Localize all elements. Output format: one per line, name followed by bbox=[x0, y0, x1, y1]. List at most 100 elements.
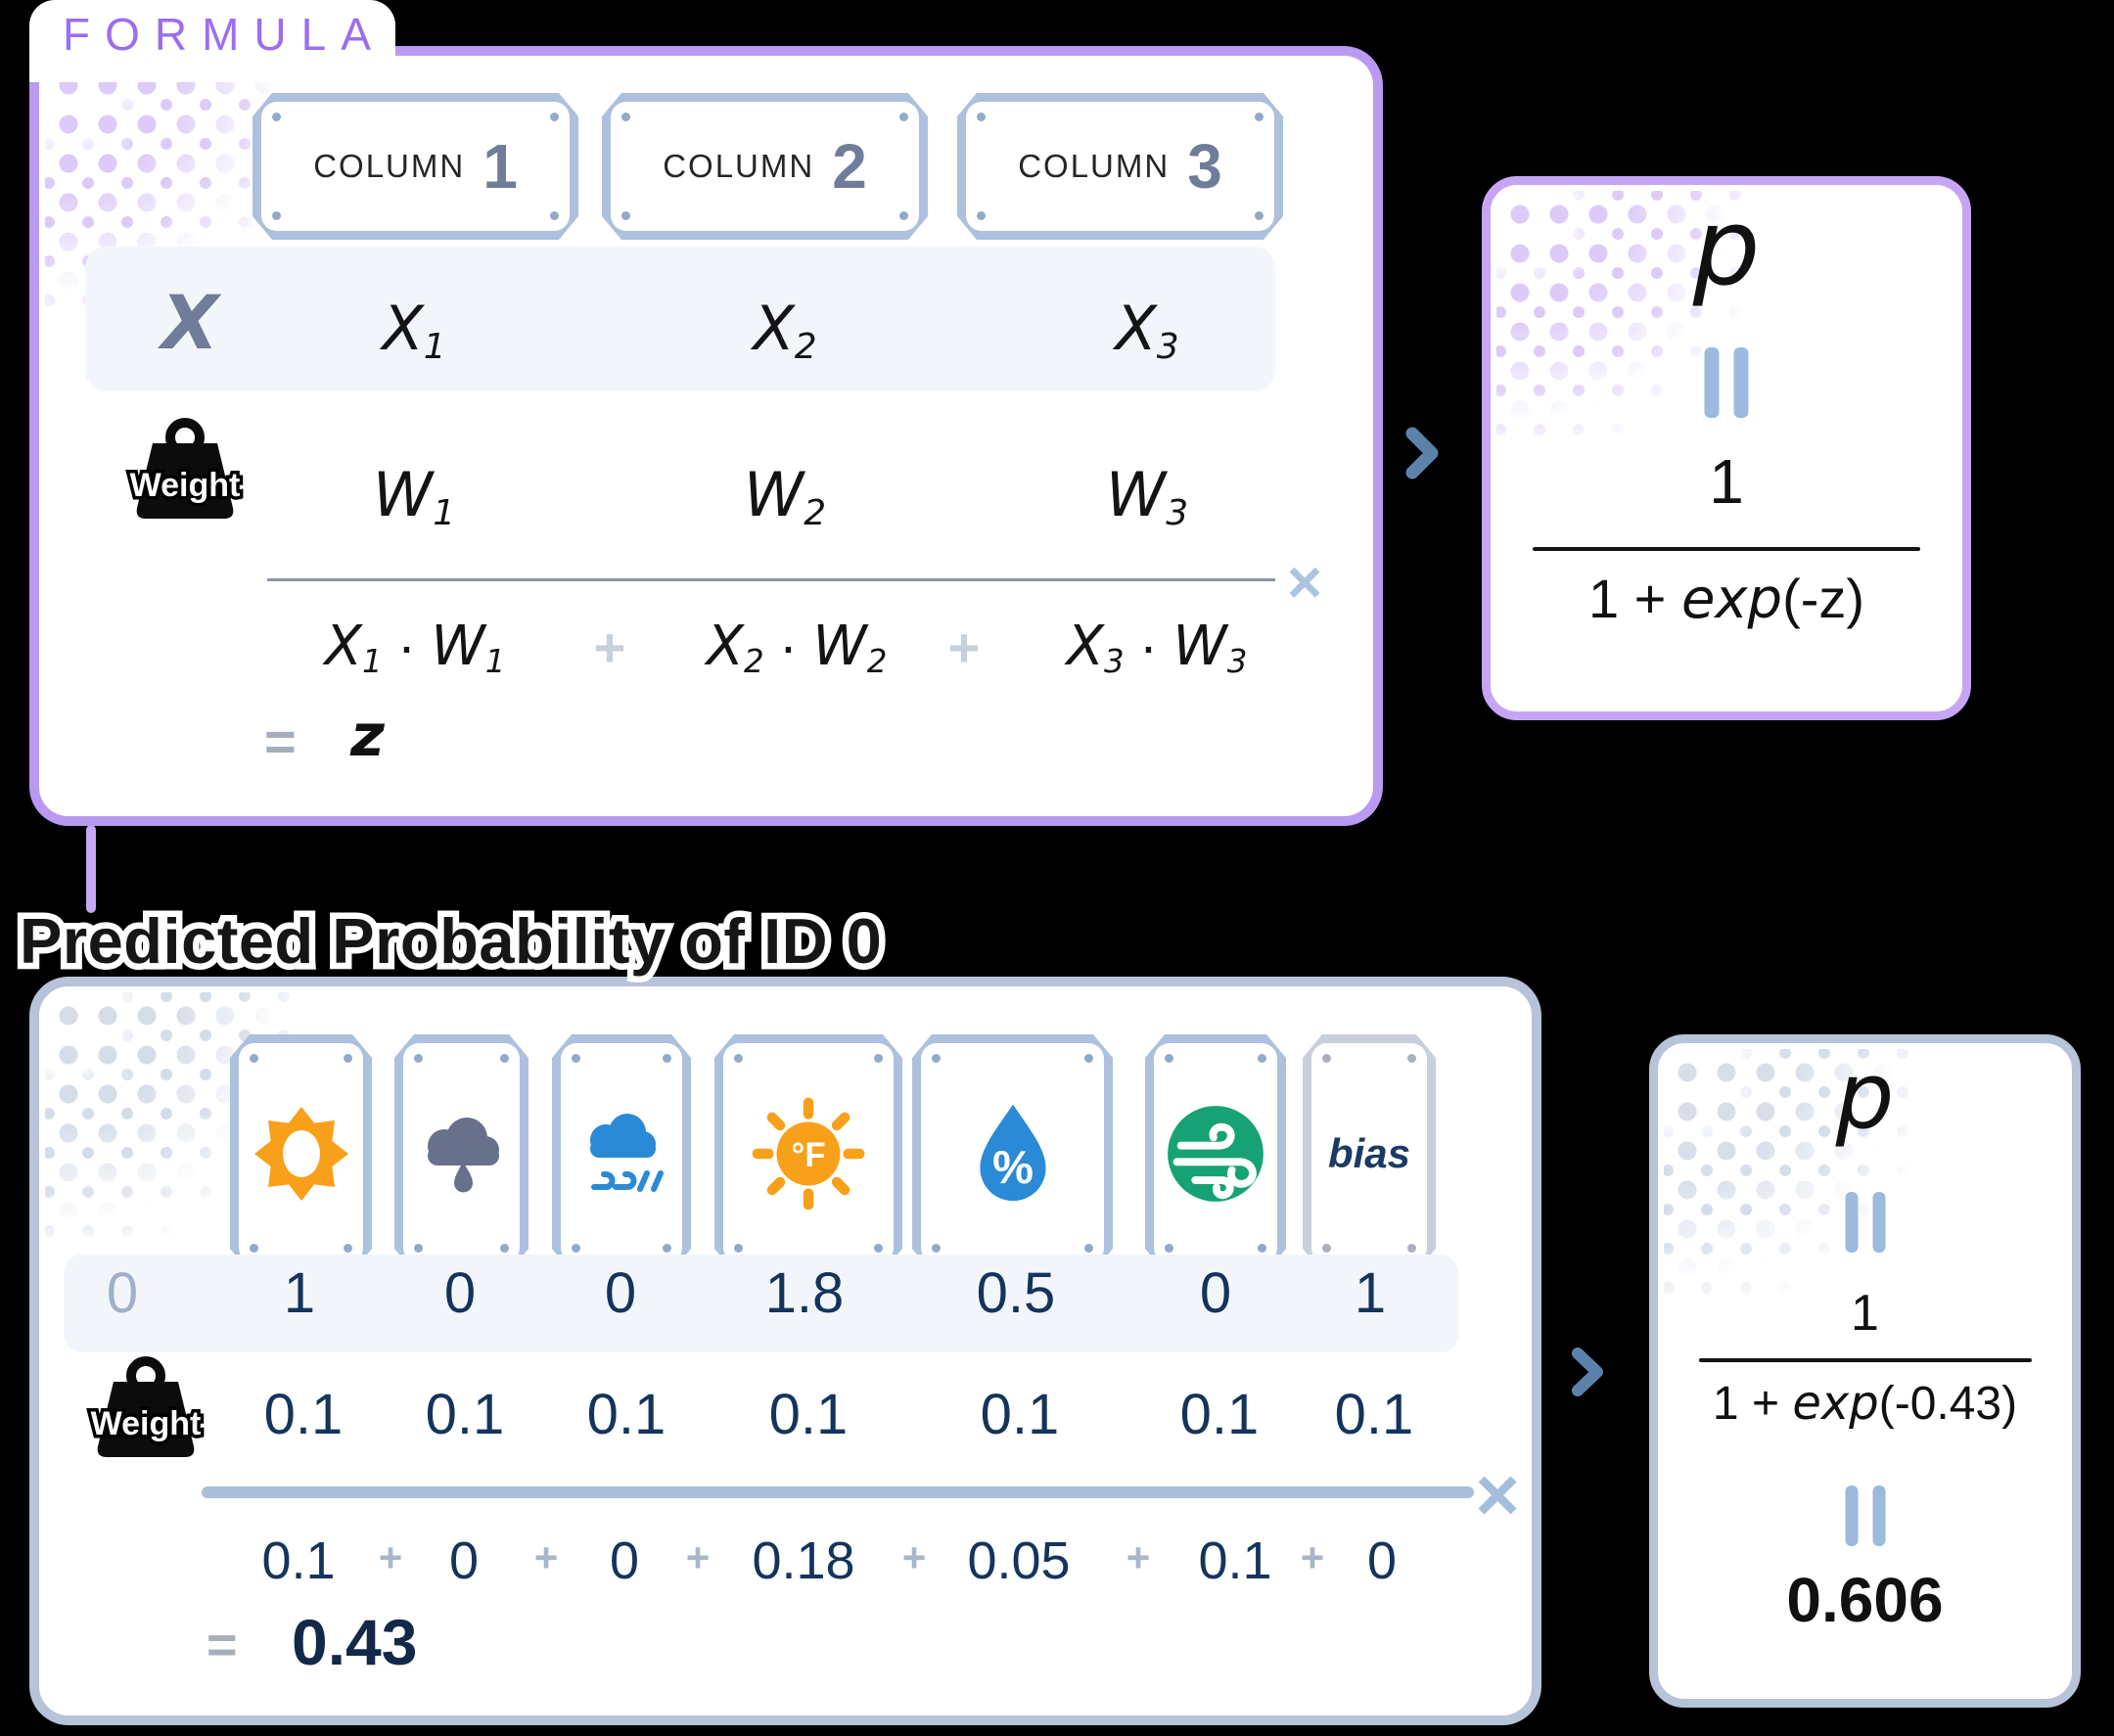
screw-icon bbox=[977, 113, 986, 121]
sum-term: 0.05 bbox=[967, 1531, 1071, 1590]
screw-icon bbox=[572, 1054, 580, 1063]
z-value: 0.43 bbox=[292, 1606, 418, 1678]
column-2-plate-face: COLUMN 2 bbox=[611, 102, 919, 231]
probability-value: 0.606 bbox=[1786, 1565, 1944, 1635]
chevron-right-icon bbox=[1405, 427, 1439, 480]
humidity-plate-face: % bbox=[921, 1043, 1104, 1263]
multiply-icon: × bbox=[1286, 549, 1323, 617]
humidity-icon: % bbox=[958, 1099, 1068, 1209]
screw-icon bbox=[734, 1054, 743, 1063]
plus-icon: + bbox=[1126, 1534, 1151, 1580]
temperature-icon: °F bbox=[752, 1097, 865, 1211]
w3-cell: W3 bbox=[1105, 459, 1189, 533]
example-panel: °F % bbox=[29, 977, 1541, 1725]
column-1-number: 1 bbox=[483, 131, 518, 202]
screw-icon bbox=[572, 1244, 580, 1253]
column-2-label: COLUMN bbox=[663, 148, 815, 184]
x1-cell: X1 bbox=[382, 293, 446, 367]
plus-icon: + bbox=[1300, 1534, 1325, 1580]
example-title: Predicted Probability of ID 0 bbox=[13, 899, 888, 983]
plus-icon: + bbox=[947, 617, 981, 678]
humidity-plate: % bbox=[912, 1034, 1113, 1272]
screw-icon bbox=[344, 1054, 352, 1063]
sun-plate bbox=[230, 1034, 372, 1272]
fraction-denominator: 1 + exp(-z) bbox=[1587, 568, 1865, 631]
column-3-label: COLUMN bbox=[1018, 148, 1171, 184]
w2-cell: W2 bbox=[743, 459, 827, 533]
screw-icon bbox=[1258, 1054, 1266, 1063]
windy-rain-icon bbox=[573, 1105, 670, 1203]
product-term-3: X3 · W3 bbox=[1066, 615, 1248, 681]
sun-icon bbox=[253, 1105, 350, 1203]
fraction-bar bbox=[1533, 547, 1920, 551]
value-cell: 0 bbox=[443, 1261, 477, 1325]
screw-icon bbox=[663, 1054, 671, 1063]
column-2-number: 2 bbox=[832, 131, 867, 202]
plus-icon: + bbox=[685, 1534, 711, 1580]
formula-tag-label: FORMULA bbox=[63, 9, 386, 60]
value-cell: 0.5 bbox=[976, 1261, 1056, 1325]
bias-label: bias bbox=[1327, 1129, 1411, 1176]
connector-line bbox=[86, 825, 96, 913]
screw-icon bbox=[874, 1054, 883, 1063]
value-cell: 0 bbox=[1199, 1261, 1232, 1325]
screw-icon bbox=[1407, 1054, 1416, 1063]
screw-icon bbox=[414, 1244, 423, 1253]
weight-cell: 0.1 bbox=[1334, 1383, 1414, 1446]
screw-icon bbox=[1322, 1244, 1331, 1253]
svg-text:%: % bbox=[992, 1141, 1034, 1193]
fraction-denominator: 1 + exp(-0.43) bbox=[1712, 1376, 2018, 1431]
screw-icon bbox=[663, 1244, 671, 1253]
multiply-icon: × bbox=[1475, 1451, 1520, 1537]
formula-result-box: p 1 1 + exp(-z) bbox=[1482, 176, 1971, 720]
sum-term: 0 bbox=[448, 1531, 480, 1590]
svg-text:Weight: Weight bbox=[130, 467, 241, 504]
screw-icon bbox=[621, 113, 630, 121]
formula-panel: COLUMN 1 COLUMN 2 COLUMN 3 bbox=[29, 46, 1383, 826]
screw-icon bbox=[1255, 113, 1264, 121]
sum-divider-line bbox=[202, 1486, 1474, 1498]
screw-icon bbox=[621, 211, 630, 220]
screw-icon bbox=[500, 1054, 509, 1063]
plus-icon: + bbox=[901, 1534, 927, 1580]
weight-cell: 0.1 bbox=[768, 1383, 849, 1446]
column-2-plate: COLUMN 2 bbox=[602, 93, 928, 240]
wind-plate-face bbox=[1154, 1043, 1277, 1263]
windy-rain-plate bbox=[552, 1034, 691, 1272]
halftone-dots-decoration bbox=[1664, 1049, 1957, 1294]
weight-cell: 0.1 bbox=[263, 1383, 344, 1446]
column-1-plate-face: COLUMN 1 bbox=[261, 102, 570, 231]
x3-cell: X3 bbox=[1115, 293, 1179, 367]
product-term-2: X2 · W2 bbox=[706, 615, 888, 681]
screw-icon bbox=[1165, 1244, 1173, 1253]
p-symbol: p bbox=[1835, 1043, 1895, 1150]
value-cell: 0 bbox=[604, 1261, 637, 1325]
sun-plate-face bbox=[239, 1043, 363, 1263]
values-row-background bbox=[64, 1255, 1458, 1352]
fraction-numerator: 1 bbox=[1851, 1285, 1879, 1342]
screw-icon bbox=[734, 1244, 743, 1253]
sum-term: 0 bbox=[1366, 1531, 1398, 1590]
value-cell: 1.8 bbox=[764, 1261, 845, 1325]
screw-icon bbox=[874, 1244, 883, 1253]
screw-icon bbox=[1322, 1054, 1331, 1063]
example-panel-content: °F % bbox=[39, 986, 1532, 1715]
screw-icon bbox=[250, 1054, 258, 1063]
x-row-label: X bbox=[161, 279, 219, 366]
value-cell: 1 bbox=[283, 1261, 316, 1325]
screw-icon bbox=[977, 211, 986, 220]
weight-cell: 0.1 bbox=[980, 1383, 1060, 1446]
bias-plate-face: bias bbox=[1311, 1043, 1427, 1263]
rain-plate-face bbox=[403, 1043, 520, 1263]
screw-icon bbox=[272, 211, 281, 220]
x-row-background bbox=[85, 247, 1275, 391]
equals-vertical-icon bbox=[1845, 1485, 1885, 1546]
svg-text:°F: °F bbox=[791, 1135, 825, 1173]
rain-plate bbox=[394, 1034, 528, 1272]
bias-plate: bias bbox=[1303, 1034, 1436, 1272]
x2-cell: X2 bbox=[753, 293, 817, 367]
column-3-plate-face: COLUMN 3 bbox=[966, 102, 1274, 231]
formula-panel-content: COLUMN 1 COLUMN 2 COLUMN 3 bbox=[39, 56, 1373, 816]
column-1-plate: COLUMN 1 bbox=[253, 93, 578, 240]
example-result-box: p 1 1 + exp(-0.43) 0.606 bbox=[1649, 1034, 2081, 1708]
